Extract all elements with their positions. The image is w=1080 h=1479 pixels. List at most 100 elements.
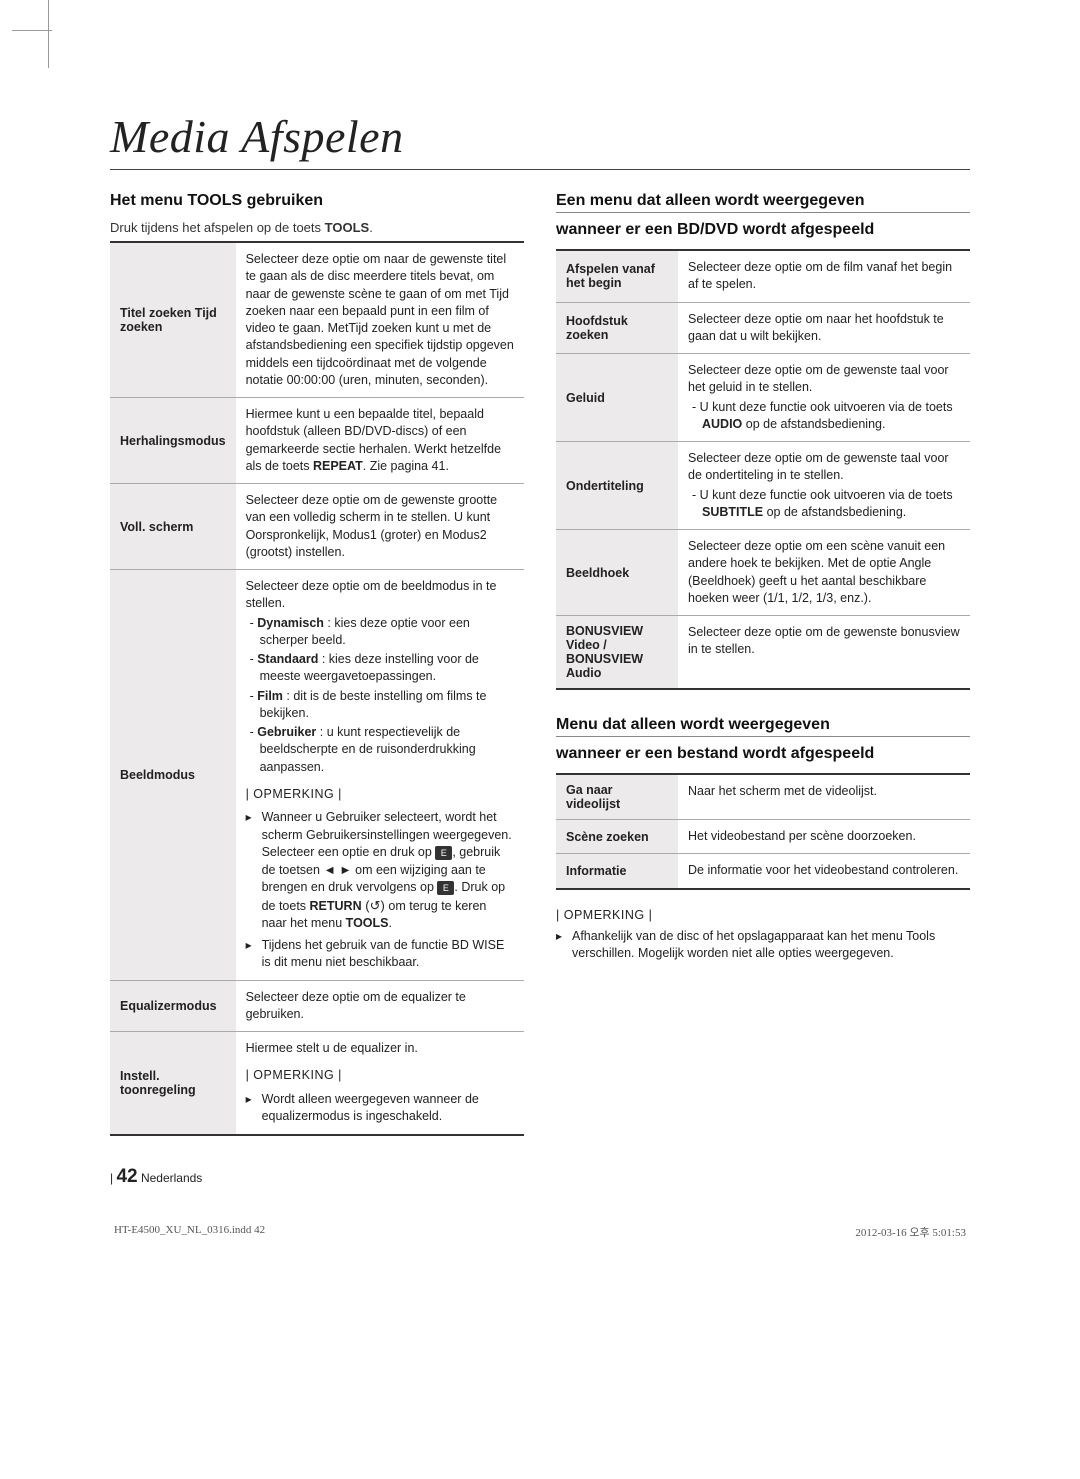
row-label: Afspelen vanaf het begin — [556, 250, 678, 302]
right-b-title-2: wanneer er een bestand wordt afgespeeld — [556, 745, 970, 763]
left-intro-post: . — [369, 220, 373, 235]
row-body: Selecteer deze optie om de gewenste taal… — [678, 354, 970, 442]
doc-footer-left: HT-E4500_XU_NL_0316.indd 42 — [114, 1224, 265, 1240]
row-label: Beeldhoek — [556, 530, 678, 616]
table-row: Beeldhoek Selecteer deze optie om een sc… — [556, 530, 970, 616]
row-body: Hiermee stelt u de equalizer in. | OPMER… — [236, 1032, 524, 1135]
text: Selecteer deze optie om de gewenste taal… — [688, 450, 960, 485]
right-a-table: Afspelen vanaf het begin Selecteer deze … — [556, 249, 970, 690]
page-number: 42 — [116, 1166, 137, 1187]
row-body: Selecteer deze optie om naar de gewenste… — [236, 242, 524, 398]
list-item: Wanneer u Gebruiker selecteert, wordt he… — [246, 809, 514, 933]
row-label: Hoofdstuk zoeken — [556, 302, 678, 354]
table-row: Herhalingsmodus Hiermee kunt u een bepaa… — [110, 398, 524, 484]
table-row: Ga naar videolijst Naar het scherm met d… — [556, 774, 970, 820]
enter-icon: E — [435, 846, 452, 860]
table-row: Geluid Selecteer deze optie om de gewens… — [556, 354, 970, 442]
left-section-title: Het menu TOOLS gebruiken — [110, 192, 524, 210]
text-bold: Standaard — [257, 652, 318, 666]
right-b-title-1: Menu dat alleen wordt weergegeven — [556, 716, 970, 734]
table-row: Instell. toonregeling Hiermee stelt u de… — [110, 1032, 524, 1135]
title-underline — [110, 169, 970, 170]
text-bold: Dynamisch — [257, 616, 324, 630]
right-column: Een menu dat alleen wordt weergegeven wa… — [556, 192, 970, 1136]
text: Selecteer deze optie om de gewenste taal… — [688, 362, 960, 397]
list-item: Afhankelijk van de disc of het opslagapp… — [556, 928, 970, 963]
table-row: Equalizermodus Selecteer deze optie om d… — [110, 980, 524, 1032]
list-item: Gebruiker : u kunt respectievelijk de be… — [246, 724, 514, 776]
left-table: Titel zoeken Tijd zoeken Selecteer deze … — [110, 241, 524, 1136]
row-label: Beeldmodus — [110, 570, 236, 981]
sublist: U kunt deze functie ook uitvoeren via de… — [688, 487, 960, 522]
row-body: Selecteer deze optie om de film vanaf he… — [678, 250, 970, 302]
table-row: Beeldmodus Selecteer deze optie om de be… — [110, 570, 524, 981]
arrow-icons: ◄ ► — [323, 863, 351, 877]
doc-footer-right: 2012-03-16 오후 5:01:53 — [855, 1224, 966, 1240]
row-body: Selecteer deze optie om de gewenste taal… — [678, 442, 970, 530]
note-list: Wordt alleen weergegeven wanneer de equa… — [246, 1091, 514, 1126]
row-label: BONUSVIEW Video / BONUSVIEW Audio — [556, 616, 678, 690]
row-body: Selecteer deze optie om de gewenste groo… — [236, 484, 524, 570]
table-row: Hoofdstuk zoeken Selecteer deze optie om… — [556, 302, 970, 354]
left-column: Het menu TOOLS gebruiken Druk tijdens he… — [110, 192, 524, 1136]
row-label: Instell. toonregeling — [110, 1032, 236, 1135]
row-label: Scène zoeken — [556, 820, 678, 854]
row-label: Herhalingsmodus — [110, 398, 236, 484]
text: : dit is de beste instelling om films te… — [260, 689, 487, 720]
sublist: U kunt deze functie ook uitvoeren via de… — [688, 399, 960, 434]
page-title: Media Afspelen — [110, 110, 970, 163]
divider — [556, 212, 970, 213]
text-bold: SUBTITLE — [702, 505, 763, 519]
text: U kunt deze functie ook uitvoeren via de… — [700, 400, 953, 414]
list-item: U kunt deze functie ook uitvoeren via de… — [688, 487, 960, 522]
text-bold: TOOLS — [346, 916, 389, 930]
row-body: Het videobestand per scène doorzoeken. — [678, 820, 970, 854]
note-label: | OPMERKING | — [246, 1067, 514, 1084]
text-bold: Gebruiker — [257, 725, 316, 739]
text: U kunt deze functie ook uitvoeren via de… — [700, 488, 953, 502]
row-body: Selecteer deze optie om een scène vanuit… — [678, 530, 970, 616]
row-label: Geluid — [556, 354, 678, 442]
list-item: Tijdens het gebruik van de functie BD WI… — [246, 937, 514, 972]
row-body: Selecteer deze optie om de beeldmodus in… — [236, 570, 524, 981]
text-bold: AUDIO — [702, 417, 742, 431]
row-body: De informatie voor het videobestand cont… — [678, 854, 970, 889]
row-label: Equalizermodus — [110, 980, 236, 1032]
row-label: Titel zoeken Tijd zoeken — [110, 242, 236, 398]
row-body: Selecteer deze optie om de gewenste bonu… — [678, 616, 970, 690]
note-list: Wanneer u Gebruiker selecteert, wordt he… — [246, 809, 514, 972]
table-row: Ondertiteling Selecteer deze optie om de… — [556, 442, 970, 530]
list-item: Wordt alleen weergegeven wanneer de equa… — [246, 1091, 514, 1126]
left-intro-pre: Druk tijdens het afspelen op de toets — [110, 220, 325, 235]
table-row: Voll. scherm Selecteer deze optie om de … — [110, 484, 524, 570]
text: op de afstandsbediening. — [742, 417, 885, 431]
right-note-label: | OPMERKING | — [556, 908, 970, 922]
text: Hiermee stelt u de equalizer in. — [246, 1040, 514, 1057]
row-body: Selecteer deze optie om naar het hoofdst… — [678, 302, 970, 354]
text-bold: RETURN — [310, 899, 362, 913]
doc-footer: HT-E4500_XU_NL_0316.indd 42 2012-03-16 오… — [110, 1224, 970, 1240]
text: Selecteer deze optie om de beeldmodus in… — [246, 578, 514, 613]
row-label: Informatie — [556, 854, 678, 889]
text: op de afstandsbediening. — [763, 505, 906, 519]
divider — [556, 736, 970, 737]
footer-lang: Nederlands — [141, 1171, 202, 1185]
sublist: Dynamisch : kies deze optie voor een sch… — [246, 615, 514, 776]
row-body: Hiermee kunt u een bepaalde titel, bepaa… — [236, 398, 524, 484]
list-item: U kunt deze functie ook uitvoeren via de… — [688, 399, 960, 434]
text: . — [389, 916, 392, 930]
row-body: Naar het scherm met de videolijst. — [678, 774, 970, 820]
right-b-table: Ga naar videolijst Naar het scherm met d… — [556, 773, 970, 890]
table-row: Titel zoeken Tijd zoeken Selecteer deze … — [110, 242, 524, 398]
enter-icon: E — [437, 881, 454, 895]
table-row: Informatie De informatie voor het videob… — [556, 854, 970, 889]
row-body: Selecteer deze optie om de equalizer te … — [236, 980, 524, 1032]
list-item: Dynamisch : kies deze optie voor een sch… — [246, 615, 514, 650]
row-label: Voll. scherm — [110, 484, 236, 570]
text: . Zie pagina 41. — [363, 459, 449, 473]
row-label: Ondertiteling — [556, 442, 678, 530]
page-footer: | 42 Nederlands — [110, 1166, 970, 1188]
note-label: | OPMERKING | — [246, 786, 514, 803]
crop-mark-horizontal — [12, 30, 52, 31]
crop-mark-vertical — [48, 0, 49, 68]
